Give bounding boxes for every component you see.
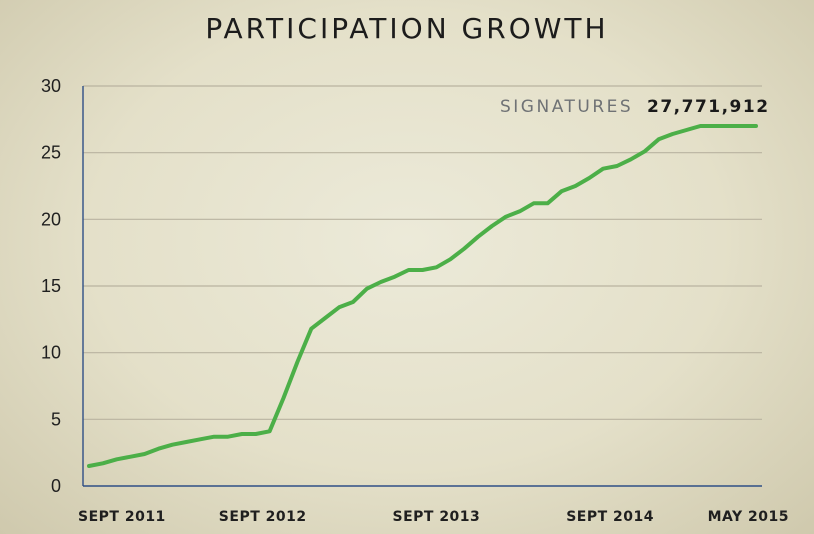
- y-tick-label-10: 10: [41, 343, 61, 363]
- y-tick-labels: 0 5 10 15 20 25 30: [41, 76, 61, 496]
- y-tick-label-30: 30: [41, 76, 61, 96]
- x-tick-label-0: SEPT 2011: [78, 509, 166, 525]
- y-tick-label-15: 15: [41, 276, 61, 296]
- y-tick-label-20: 20: [41, 209, 61, 229]
- series-group: [87, 124, 758, 468]
- annotation-label: SIGNATURES: [500, 97, 633, 117]
- y-tick-label-25: 25: [41, 143, 61, 163]
- y-tick-label-0: 0: [51, 476, 61, 496]
- chart-title: PARTICIPATION GROWTH: [205, 12, 609, 45]
- annotation-value: 27,771,912: [647, 97, 770, 117]
- y-tick-label-5: 5: [51, 409, 61, 429]
- x-tick-label-3: SEPT 2014: [566, 509, 654, 525]
- x-tick-label-2: SEPT 2013: [392, 509, 480, 525]
- x-tick-labels: SEPT 2011 SEPT 2012 SEPT 2013 SEPT 2014 MAY …: [78, 509, 789, 525]
- grid-lines: [83, 85, 762, 420]
- x-tick-label-4: MAY 2015: [708, 509, 789, 525]
- signatures-annotation: SIGNATURES 27,771,912: [500, 97, 770, 117]
- series-line-0: [87, 124, 758, 468]
- x-tick-label-1: SEPT 2012: [219, 509, 307, 525]
- axes: [82, 86, 762, 487]
